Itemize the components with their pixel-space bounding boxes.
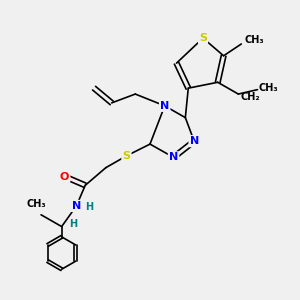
Text: S: S	[122, 151, 130, 161]
Text: N: N	[169, 152, 178, 162]
Text: N: N	[190, 136, 199, 146]
Text: CH₃: CH₃	[244, 34, 264, 45]
Text: CH₃: CH₃	[259, 83, 279, 93]
Text: CH₃: CH₃	[27, 199, 46, 209]
Text: H: H	[69, 219, 77, 229]
Text: N: N	[160, 101, 169, 111]
Text: CH₂: CH₂	[241, 92, 260, 102]
Text: N: N	[72, 201, 81, 211]
Text: H: H	[85, 202, 93, 212]
Text: O: O	[60, 172, 69, 182]
Text: S: S	[199, 33, 207, 43]
